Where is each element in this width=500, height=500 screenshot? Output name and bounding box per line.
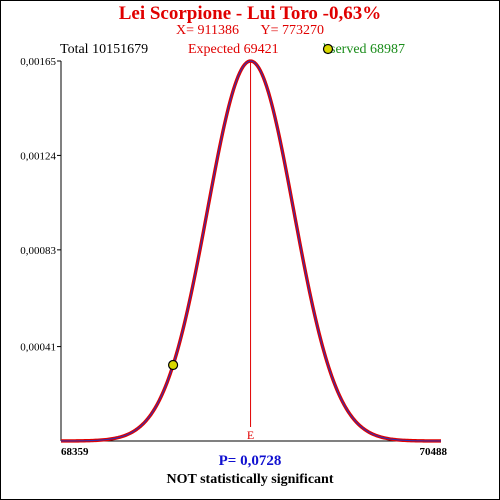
p-value: P= 0,0728 xyxy=(218,453,282,469)
y-tick-label: 0,00165 xyxy=(20,56,56,68)
x-tick-label-max: 70488 xyxy=(420,446,448,458)
observed-legend-icon xyxy=(322,43,334,55)
y-tick-label: 0,00083 xyxy=(20,245,56,257)
expected-mean-label: E xyxy=(247,428,254,442)
chart-title: Lei Scorpione - Lui Toro -0,63% xyxy=(118,3,382,24)
y-tick-group: 0,00041 0,00083 0,00124 0,00165 xyxy=(20,56,61,354)
y-count: Y= 773270 xyxy=(260,23,324,38)
observed-count: bserved 68987 xyxy=(323,42,406,57)
y-tick-label: 0,00041 xyxy=(20,342,56,354)
x-tick-label-min: 68359 xyxy=(61,446,89,458)
expected-count: Expected 69421 xyxy=(188,42,279,57)
distribution-curve-core xyxy=(60,60,442,442)
observed-point xyxy=(167,359,179,371)
x-count: X= 911386 xyxy=(175,23,239,38)
significance-verdict: NOT statistically significant xyxy=(166,472,334,487)
total-count: Total 10151679 xyxy=(60,42,149,57)
xy-summary: X= 911386 Y= 773270 xyxy=(1,23,499,39)
y-tick-label: 0,00124 xyxy=(20,150,56,162)
